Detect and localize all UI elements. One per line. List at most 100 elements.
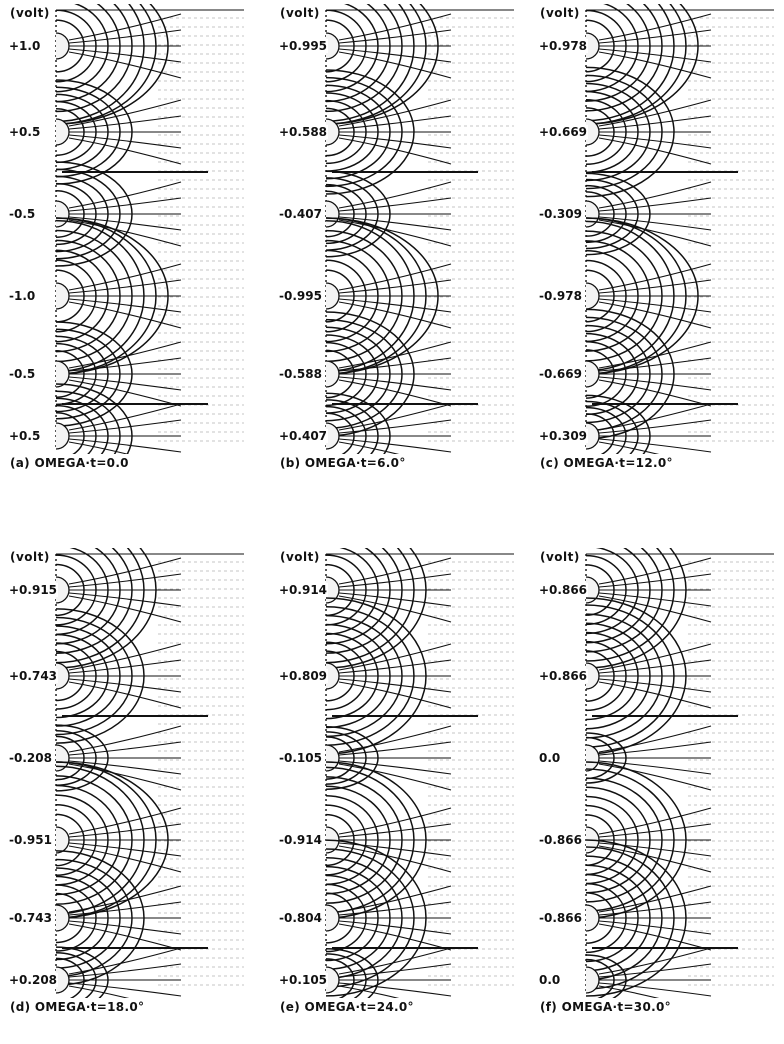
- field-line: [598, 438, 712, 453]
- conductor-semicircle: [325, 360, 340, 388]
- field-line: [598, 376, 712, 391]
- field-line: [338, 923, 452, 951]
- conductor-semicircle: [585, 360, 600, 388]
- field-line: [68, 963, 182, 978]
- field-line: [338, 216, 452, 231]
- field-line: [68, 99, 182, 127]
- field-line: [598, 725, 712, 753]
- field-line: [338, 985, 400, 998]
- panel-caption: (f) OMEGA·t=30.0°: [540, 1000, 671, 1014]
- field-line: [598, 216, 712, 231]
- field-line: [598, 403, 712, 431]
- field-line: [68, 341, 182, 369]
- conductor-semicircle: [55, 282, 70, 310]
- field-line: [598, 419, 712, 434]
- field-line: [68, 301, 182, 329]
- field-line: [598, 963, 712, 978]
- field-line: [68, 48, 182, 63]
- voltage-label: -0.995: [278, 289, 323, 303]
- voltage-label: +0.208: [8, 973, 59, 987]
- unit-label: (volt): [280, 550, 320, 564]
- field-line: [338, 301, 452, 329]
- field-line: [68, 357, 182, 372]
- field-line: [68, 947, 182, 975]
- field-line: [68, 298, 182, 313]
- field-line: [338, 99, 452, 127]
- field-plot: [585, 4, 774, 454]
- field-line: [68, 403, 182, 431]
- field-line: [338, 134, 452, 149]
- field-line: [68, 659, 182, 674]
- field-line: [598, 51, 712, 79]
- panel-caption: (b) OMEGA·t=6.0°: [280, 456, 406, 470]
- field-line: [598, 592, 712, 607]
- field-line: [338, 741, 452, 756]
- field-line: [68, 216, 182, 231]
- field-line: [598, 842, 712, 857]
- conductor-semicircle: [55, 826, 70, 854]
- voltage-label: -0.588: [278, 367, 323, 381]
- field-line: [598, 379, 712, 407]
- field-line: [598, 181, 712, 209]
- field-line: [338, 341, 452, 369]
- voltage-label: -0.951: [8, 833, 53, 847]
- conductor-semicircle: [55, 32, 70, 60]
- field-line: [338, 438, 452, 453]
- panel-b: (volt) (b) OMEGA·t=6.0° +0.995 +0.588 -0.4…: [278, 4, 518, 474]
- field-line: [338, 115, 452, 130]
- field-line: [68, 115, 182, 130]
- field-line: [68, 197, 182, 212]
- field-line: [68, 573, 182, 588]
- voltage-label: +0.914: [278, 583, 329, 597]
- field-line: [338, 573, 452, 588]
- field-line: [68, 643, 182, 671]
- field-line: [338, 441, 400, 454]
- field-line: [338, 678, 452, 693]
- voltage-label: -0.866: [538, 911, 583, 925]
- conductor-semicircle: [585, 200, 600, 228]
- field-line: [338, 681, 452, 709]
- field-line: [598, 263, 712, 291]
- field-plot: [325, 4, 514, 454]
- field-line: [598, 947, 712, 975]
- field-line: [68, 438, 182, 453]
- field-line: [68, 681, 182, 709]
- field-line: [598, 923, 712, 951]
- voltage-label: +0.5: [8, 429, 42, 443]
- field-line: [598, 573, 712, 588]
- field-line: [338, 760, 452, 775]
- field-line: [68, 678, 182, 693]
- field-line: [598, 557, 712, 585]
- panel-d: (volt) (d) OMEGA·t=18.0° +0.915 +0.743 -0.…: [8, 548, 248, 1018]
- field-line: [68, 920, 182, 935]
- unit-label: (volt): [10, 6, 50, 20]
- voltage-label: +0.407: [278, 429, 329, 443]
- field-line: [338, 197, 452, 212]
- field-line: [338, 219, 452, 247]
- field-line: [338, 279, 452, 294]
- field-line: [68, 901, 182, 916]
- panel-a: (volt) (a) OMEGA·t=0.0 +1.0 +0.5 -0.5 -1.0 -…: [8, 4, 248, 474]
- voltage-label: -0.5: [8, 207, 37, 221]
- voltage-label: +0.978: [538, 39, 589, 53]
- field-line: [598, 298, 712, 313]
- field-line: [68, 279, 182, 294]
- field-line: [598, 763, 712, 791]
- field-line: [68, 845, 182, 873]
- conductor-semicircle: [585, 744, 600, 772]
- field-line: [598, 357, 712, 372]
- field-line: [598, 643, 712, 671]
- field-line: [338, 963, 452, 978]
- field-line: [68, 923, 182, 951]
- voltage-label: 0.0: [538, 751, 562, 765]
- unit-label: (volt): [540, 6, 580, 20]
- field-line: [68, 741, 182, 756]
- conductor-semicircle: [325, 904, 340, 932]
- field-line: [598, 982, 712, 997]
- voltage-label: -0.105: [278, 751, 323, 765]
- unit-label: (volt): [540, 550, 580, 564]
- field-plot: [325, 548, 514, 998]
- field-line: [338, 29, 452, 44]
- voltage-label: +0.866: [538, 583, 589, 597]
- field-line: [68, 29, 182, 44]
